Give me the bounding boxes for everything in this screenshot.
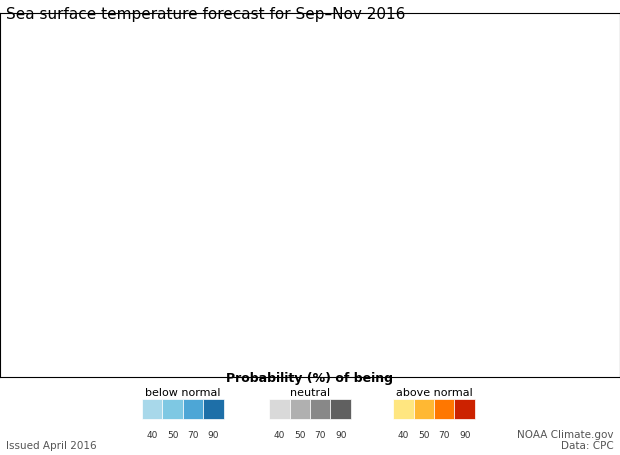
Text: 50: 50 bbox=[294, 430, 306, 439]
Text: 40: 40 bbox=[146, 430, 158, 439]
Text: 40: 40 bbox=[273, 430, 285, 439]
Text: 70: 70 bbox=[438, 430, 450, 439]
Text: 40: 40 bbox=[397, 430, 409, 439]
Text: 70: 70 bbox=[187, 430, 199, 439]
Text: 90: 90 bbox=[208, 430, 219, 439]
Text: NOAA Climate.gov
Data: CPC: NOAA Climate.gov Data: CPC bbox=[517, 429, 614, 450]
Text: 50: 50 bbox=[418, 430, 430, 439]
Text: 70: 70 bbox=[314, 430, 326, 439]
Text: Issued April 2016: Issued April 2016 bbox=[6, 440, 97, 450]
Text: below normal: below normal bbox=[145, 387, 221, 397]
Text: 90: 90 bbox=[459, 430, 471, 439]
Text: 50: 50 bbox=[167, 430, 179, 439]
Text: Probability (%) of being: Probability (%) of being bbox=[226, 371, 394, 384]
Text: above normal: above normal bbox=[396, 387, 472, 397]
Text: Sea surface temperature forecast for Sep–Nov 2016: Sea surface temperature forecast for Sep… bbox=[6, 7, 405, 22]
Text: neutral: neutral bbox=[290, 387, 330, 397]
Text: 90: 90 bbox=[335, 430, 347, 439]
